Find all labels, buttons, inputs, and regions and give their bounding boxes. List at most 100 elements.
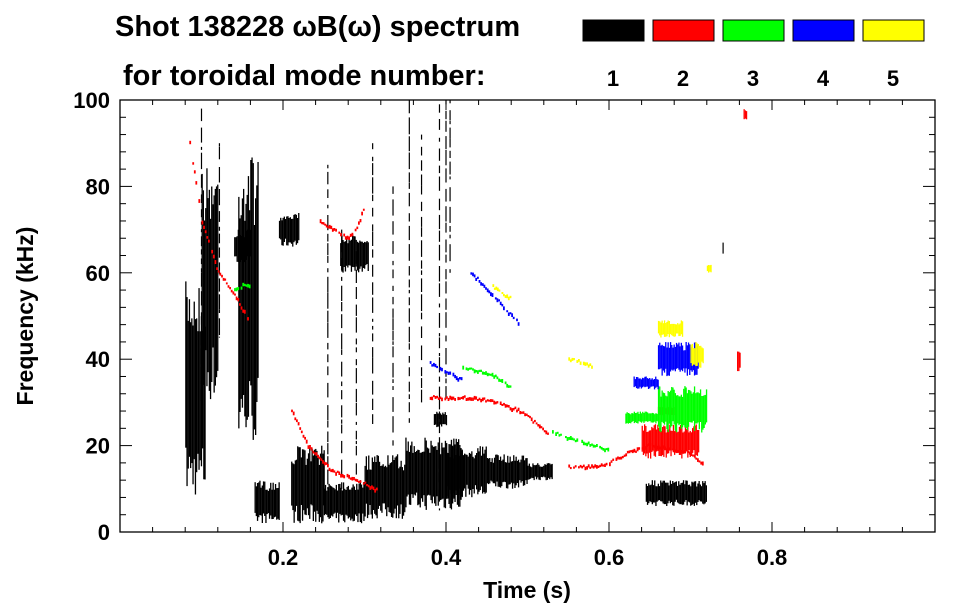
spectral-streak (339, 483, 341, 514)
spectral-streak (270, 482, 272, 516)
legend-label-1: 1 (607, 66, 619, 91)
mode-point (674, 449, 676, 453)
spectral-streak (669, 342, 672, 372)
mode-point (596, 444, 598, 447)
mode-point (587, 441, 590, 445)
spectral-streak (185, 281, 187, 448)
spectral-streak (352, 234, 354, 267)
mode-point (584, 362, 587, 366)
mode-point (465, 398, 468, 401)
spectral-streak (206, 168, 208, 387)
mode-point (237, 287, 240, 291)
spectral-streak (677, 395, 679, 424)
spectral-streak (657, 379, 659, 390)
mode-point (240, 306, 243, 310)
spectral-streak (657, 345, 660, 370)
spectral-streak (628, 413, 631, 423)
mode-point (525, 413, 528, 416)
spectral-streak (699, 484, 701, 502)
spectral-streak (382, 464, 384, 504)
mode-point (433, 362, 435, 367)
spectral-streak (680, 425, 682, 455)
series-n4-track (429, 361, 463, 382)
spectral-streak (656, 429, 658, 452)
spectral-streak (676, 432, 678, 452)
mode-point (450, 396, 453, 401)
spectral-streak (341, 490, 343, 515)
spectral-streak (520, 459, 522, 483)
series-n2-blob (641, 424, 700, 459)
spectral-streak (689, 431, 691, 457)
spectral-streak (519, 462, 521, 481)
mode-point (449, 395, 452, 400)
spectral-streak (344, 488, 346, 523)
spectral-streak (526, 458, 528, 484)
spectral-streak (671, 430, 673, 451)
spectral-streak (658, 486, 661, 501)
mode-point (475, 396, 478, 400)
mode-point (463, 395, 466, 398)
mode-point (429, 361, 432, 364)
spectral-streak (410, 445, 412, 505)
series-n3 (234, 282, 708, 453)
spectral-streak (370, 469, 372, 515)
mode-point (586, 442, 588, 447)
spectral-streak (188, 299, 191, 457)
mode-point (481, 283, 484, 286)
spectral-streak (675, 426, 677, 452)
spectral-streak (347, 243, 349, 268)
spectral-streak (198, 288, 200, 470)
y-tick-label: 60 (86, 261, 110, 286)
spectral-streak (514, 460, 516, 488)
spectral-streak (377, 455, 379, 509)
series-n1-blob (433, 411, 448, 428)
mode-point (581, 439, 584, 443)
spectral-streak (346, 237, 348, 266)
mode-point (473, 274, 476, 278)
mode-point (322, 222, 325, 225)
spectral-streak (309, 446, 311, 519)
spectral-streak (474, 455, 477, 486)
spectral-streak (235, 237, 237, 257)
spectral-streak (416, 450, 418, 493)
legend-swatch-5 (862, 19, 925, 42)
spectral-streak (202, 190, 204, 385)
spectral-streak (244, 232, 247, 257)
series-n3-track (462, 365, 512, 388)
spectral-streak (244, 220, 246, 417)
spectral-streak (459, 456, 461, 489)
mode-point (477, 399, 479, 402)
mode-point (692, 454, 694, 457)
spectral-streak (647, 378, 650, 389)
spectral-streak (328, 483, 330, 519)
spectral-streak (684, 350, 686, 373)
mode-point (573, 466, 575, 469)
spectral-streak (690, 344, 692, 364)
spectral-streak (432, 446, 435, 497)
mode-point (509, 295, 512, 299)
mode-point (579, 361, 582, 365)
spectral-streak (287, 216, 289, 246)
spectral-streak (323, 488, 326, 516)
spectral-streak (513, 455, 515, 484)
mode-point (582, 464, 585, 468)
spectral-streak (660, 322, 662, 338)
mode-point (294, 417, 297, 421)
mode-point (496, 401, 499, 404)
mode-point (349, 477, 352, 480)
mode-point (501, 379, 504, 383)
spectral-streak (303, 449, 305, 511)
series-n1-blob (201, 168, 219, 400)
spectral-streak (682, 432, 684, 452)
spectral-streak (284, 219, 287, 239)
mode-point (633, 448, 636, 453)
spectral-streak (334, 489, 336, 513)
mode-point (224, 278, 227, 281)
series-n2-track (319, 208, 365, 240)
mode-point (324, 223, 327, 226)
mode-point (491, 399, 494, 402)
spectral-streak (653, 425, 655, 456)
spectral-streak (476, 453, 478, 490)
series-n1-blob (238, 157, 259, 440)
spectral-streak (686, 429, 688, 452)
